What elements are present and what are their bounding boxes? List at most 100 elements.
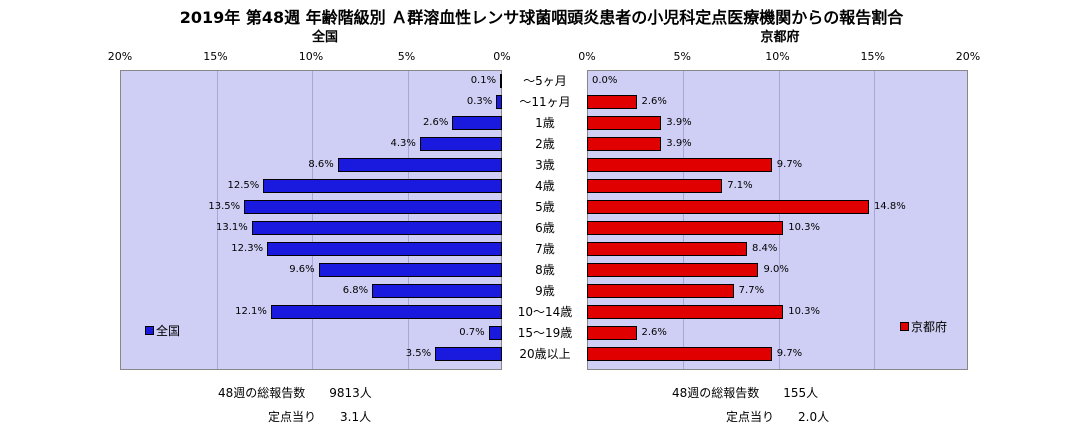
data-label-left: 0.3% — [466, 96, 493, 107]
legend-swatch-icon — [900, 322, 909, 331]
data-label-right: 8.4% — [752, 243, 778, 254]
bar-right — [587, 221, 784, 235]
bar-left — [500, 74, 503, 88]
x-tick-label-left: 0% — [493, 50, 511, 63]
category-label: 20歳以上 — [519, 347, 571, 361]
bar-right — [587, 284, 734, 298]
x-tick-label-left: 10% — [298, 50, 324, 63]
data-label-right: 14.8% — [873, 201, 906, 212]
bar-left — [251, 221, 502, 235]
legend-label: 全国 — [156, 324, 181, 338]
plot-area-left — [120, 70, 502, 370]
data-label-left: 12.3% — [231, 243, 264, 254]
category-label: 1歳 — [535, 116, 555, 130]
category-label: 5歳 — [535, 200, 555, 214]
x-tick-label-right: 15% — [860, 50, 885, 63]
category-label: 3歳 — [535, 158, 555, 172]
data-label-right: 0.0% — [592, 75, 618, 86]
category-label: 6歳 — [535, 221, 555, 235]
chart-title: 2019年 第48週 年齢階級別 Ａ群溶血性レンサ球菌咽頭炎患者の小児科定点医療… — [179, 8, 904, 27]
data-label-right: 2.6% — [641, 327, 667, 338]
legend-swatch-icon — [145, 326, 154, 335]
bar-left — [270, 305, 502, 319]
data-label-right: 3.9% — [666, 117, 692, 128]
footer-right-per: 定点当り 2.0人 — [726, 410, 830, 424]
data-label-left: 0.1% — [470, 75, 497, 86]
x-tick-label-left: 5% — [397, 50, 416, 63]
data-label-left: 12.5% — [227, 180, 260, 191]
category-label: 7歳 — [535, 242, 555, 256]
data-label-left: 6.8% — [342, 285, 369, 296]
data-label-left: 12.1% — [235, 306, 267, 317]
legend-right: 京都府 — [900, 318, 947, 335]
data-label-left: 9.6% — [289, 264, 315, 275]
data-label-left: 2.6% — [422, 117, 449, 128]
data-label-left: 13.5% — [208, 201, 241, 212]
category-label: 4歳 — [535, 179, 555, 193]
footer-left-total: 48週の総報告数 9813人 — [218, 386, 372, 400]
bar-right — [587, 305, 784, 319]
gridline — [216, 71, 218, 369]
x-tick-label-left: 15% — [203, 50, 228, 63]
data-label-right: 9.7% — [776, 159, 803, 170]
plot-area-right — [587, 70, 968, 370]
x-tick-label-right: 5% — [673, 50, 691, 63]
bar-right — [587, 137, 662, 151]
gridline — [312, 71, 313, 369]
category-label: ～5ヶ月 — [523, 74, 567, 88]
data-label-right: 9.0% — [763, 264, 789, 275]
x-tick-label-left: 20% — [107, 50, 133, 63]
footer-left-per: 定点当り 3.1人 — [268, 410, 372, 424]
data-label-right: 7.7% — [738, 285, 765, 296]
bar-left — [372, 284, 502, 298]
bar-left — [435, 347, 502, 361]
panel-title-right: 京都府 — [760, 30, 800, 45]
data-label-right: 3.9% — [666, 138, 692, 149]
bar-right — [587, 200, 869, 214]
data-label-right: 2.6% — [641, 96, 667, 107]
bar-right — [587, 179, 723, 193]
data-label-left: 3.5% — [405, 348, 432, 359]
category-label: 10～14歳 — [517, 305, 573, 319]
bar-right — [587, 326, 637, 340]
bar-left — [419, 137, 502, 151]
bar-right — [587, 158, 772, 172]
x-tick-label-right: 0% — [578, 50, 596, 63]
bar-right — [587, 347, 772, 361]
gridline — [407, 71, 409, 369]
category-label: 2歳 — [535, 137, 555, 151]
gridline — [683, 71, 685, 369]
x-tick-label-right: 20% — [955, 50, 981, 63]
category-label: 15～19歳 — [517, 326, 573, 340]
category-label: 9歳 — [535, 284, 555, 298]
bar-left — [263, 179, 502, 193]
data-label-right: 7.1% — [727, 180, 753, 191]
bar-left — [452, 116, 502, 130]
data-label-right: 9.7% — [776, 348, 803, 359]
category-label: 8歳 — [535, 263, 555, 277]
legend-left: 全国 — [145, 322, 180, 339]
data-label-left: 0.7% — [459, 327, 485, 338]
category-label: ～11ヶ月 — [519, 95, 571, 109]
bar-right — [587, 95, 637, 109]
bar-right — [587, 263, 759, 277]
x-tick-label-right: 10% — [765, 50, 790, 63]
bar-left — [496, 95, 502, 109]
data-label-left: 13.1% — [216, 222, 248, 233]
bar-left — [267, 242, 502, 256]
data-label-left: 8.6% — [308, 159, 334, 170]
data-label-right: 10.3% — [788, 306, 820, 317]
panel-title-left: 全国 — [311, 30, 338, 45]
gridline — [778, 71, 780, 369]
bar-right — [587, 242, 748, 256]
legend-label: 京都府 — [911, 320, 948, 334]
bar-left — [318, 263, 502, 277]
bar-left — [244, 200, 502, 214]
bar-left — [337, 158, 502, 172]
data-label-right: 10.3% — [788, 222, 820, 233]
bar-left — [488, 326, 502, 340]
footer-right-total: 48週の総報告数 155人 — [672, 386, 819, 400]
data-label-left: 4.3% — [390, 138, 416, 149]
gridline — [873, 71, 875, 369]
bar-right — [587, 116, 662, 130]
